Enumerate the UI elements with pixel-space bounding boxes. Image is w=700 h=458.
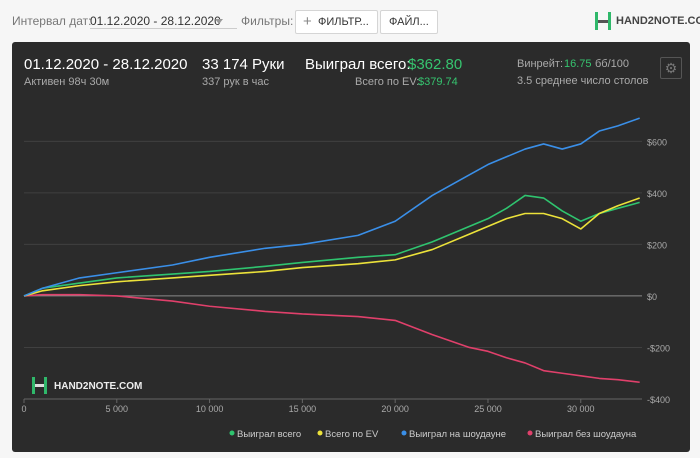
filter-button[interactable]: + ФИЛЬТР...	[295, 10, 378, 34]
logo-icon	[595, 12, 611, 30]
plus-icon: +	[303, 13, 312, 30]
x-tick-label: 30 000	[567, 404, 595, 414]
watermark: HAND2NOTE.COM	[54, 381, 142, 392]
y-tick-label: $0	[647, 292, 657, 302]
hands-per-hour: 337 рук в час	[202, 76, 270, 88]
x-tick-label: 20 000	[381, 404, 409, 414]
ev-value: $379.74	[418, 76, 458, 88]
period: 01.12.2020 - 28.12.2020	[24, 56, 188, 73]
watermark-icon	[32, 377, 47, 394]
x-tick-label: 10 000	[196, 404, 224, 414]
filters-label: Фильтры:	[241, 14, 294, 28]
legend-label: Выиграл без шоудауна	[535, 429, 637, 440]
y-tick-label: $400	[647, 189, 667, 199]
legend-marker	[229, 430, 235, 436]
ev-label: Всего по EV:	[355, 76, 420, 88]
won-value: $362.80	[408, 56, 463, 73]
stats-panel	[12, 42, 690, 452]
winrate-value: 16.75	[564, 58, 592, 70]
file-button-text: ФАЙЛ...	[389, 16, 429, 28]
dropdown-arrow[interactable]	[215, 19, 223, 24]
settings-button[interactable]: ⚙	[660, 57, 682, 79]
x-tick-label: 25 000	[474, 404, 502, 414]
series-line	[23, 197, 640, 297]
legend-label: Выиграл всего	[237, 429, 301, 440]
date-range[interactable]: 01.12.2020 - 28.12.2020	[90, 14, 237, 29]
legend-marker	[527, 430, 533, 436]
tables: 3.5 среднее число столов	[517, 75, 649, 87]
file-button[interactable]: ФАЙЛ...	[380, 10, 438, 34]
hands: 33 174 Руки	[202, 56, 285, 73]
legend-label: Выиграл на шоудауне	[409, 429, 506, 440]
y-tick-label: -$400	[647, 395, 670, 405]
won-label: Выиграл всего:	[305, 56, 411, 73]
date-label: Интервал дат:	[12, 14, 92, 28]
y-tick-label: $600	[647, 137, 667, 147]
logo-text: HAND2NOTE.COM	[616, 15, 700, 27]
series-line	[23, 117, 640, 297]
winrate-unit: бб/100	[595, 58, 630, 70]
y-tick-label: -$200	[647, 343, 670, 353]
series-line	[23, 194, 640, 297]
legend-marker	[317, 430, 323, 436]
winrate-label: Винрейт:	[517, 58, 564, 70]
legend-label: Всего по EV	[325, 429, 379, 440]
x-tick-label: 0	[21, 404, 26, 414]
active-time: Активен 98ч 30м	[24, 76, 110, 88]
x-tick-label: 15 000	[289, 404, 317, 414]
filter-button-text: ФИЛЬТР...	[318, 16, 369, 28]
x-tick-label: 5 000	[106, 404, 129, 414]
y-tick-label: $200	[647, 240, 667, 250]
legend-marker	[401, 430, 407, 436]
series-line	[23, 293, 640, 384]
